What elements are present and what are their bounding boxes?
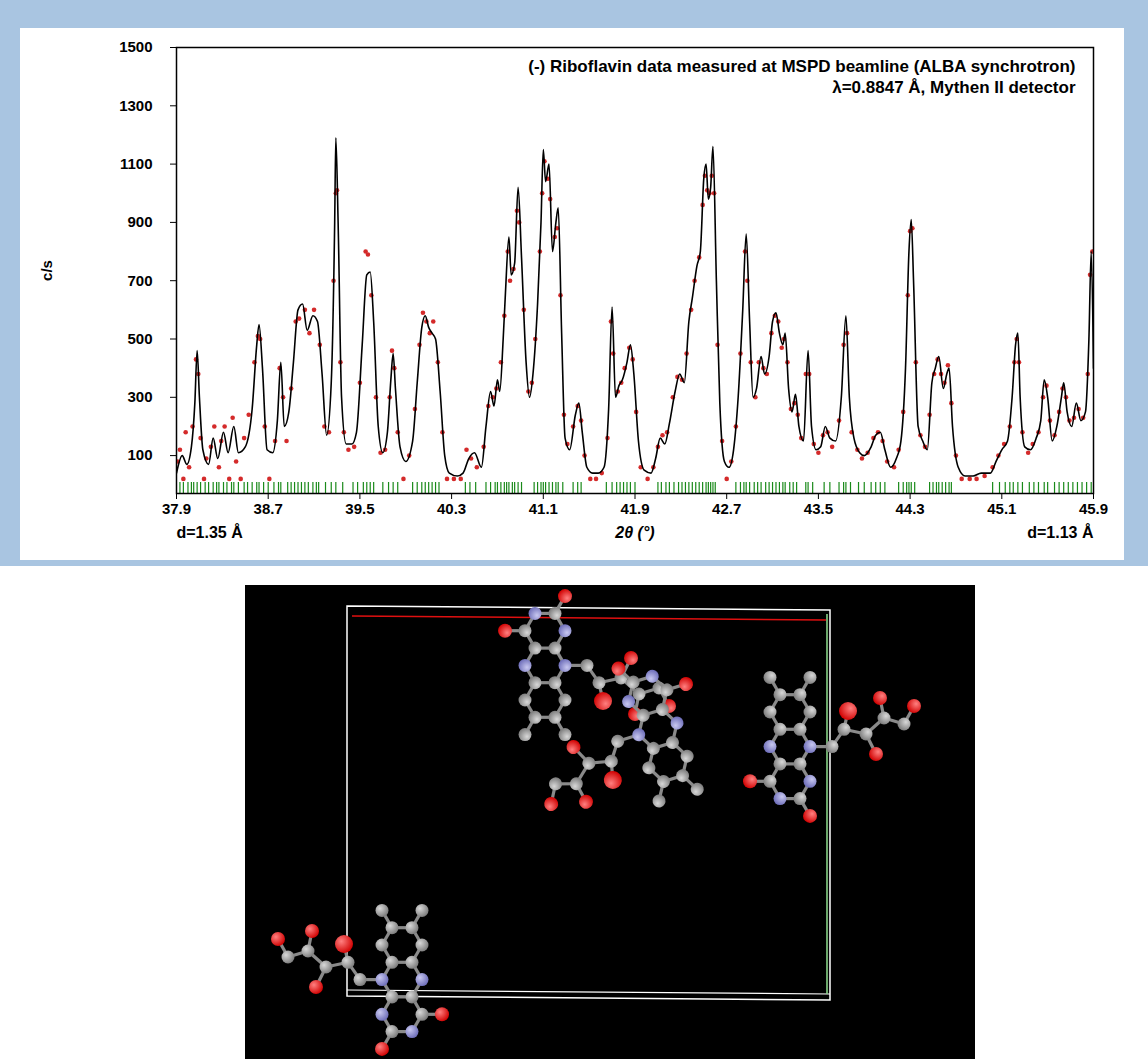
svg-text:45.9: 45.9 [1079,500,1108,517]
svg-text:45.1: 45.1 [987,500,1016,517]
svg-text:44.3: 44.3 [895,500,924,517]
svg-text:d=1.35 Å: d=1.35 Å [177,523,244,541]
svg-text:42.7: 42.7 [712,500,741,517]
svg-text:c/s: c/s [38,260,55,281]
svg-text:39.5: 39.5 [345,500,374,517]
svg-text:700: 700 [127,272,152,289]
svg-text:500: 500 [127,330,152,347]
svg-text:300: 300 [127,388,152,405]
svg-text:1300: 1300 [119,97,152,114]
svg-text:37.9: 37.9 [162,500,191,517]
svg-text:41.9: 41.9 [620,500,649,517]
svg-text:900: 900 [127,213,152,230]
svg-text:(-) Riboflavin data measured a: (-) Riboflavin data measured at MSPD bea… [528,57,1075,76]
svg-text:1100: 1100 [120,155,153,172]
svg-text:43.5: 43.5 [804,500,833,517]
svg-text:λ=0.8847 Å, Mythen II detector: λ=0.8847 Å, Mythen II detector [832,78,1076,97]
svg-text:40.3: 40.3 [437,500,466,517]
svg-text:1500: 1500 [119,38,152,55]
svg-text:41.1: 41.1 [529,500,558,517]
svg-text:100: 100 [127,446,152,463]
svg-text:d=1.13 Å: d=1.13 Å [1027,523,1094,541]
svg-text:38.7: 38.7 [254,500,283,517]
svg-text:2θ (°): 2θ (°) [614,524,654,541]
